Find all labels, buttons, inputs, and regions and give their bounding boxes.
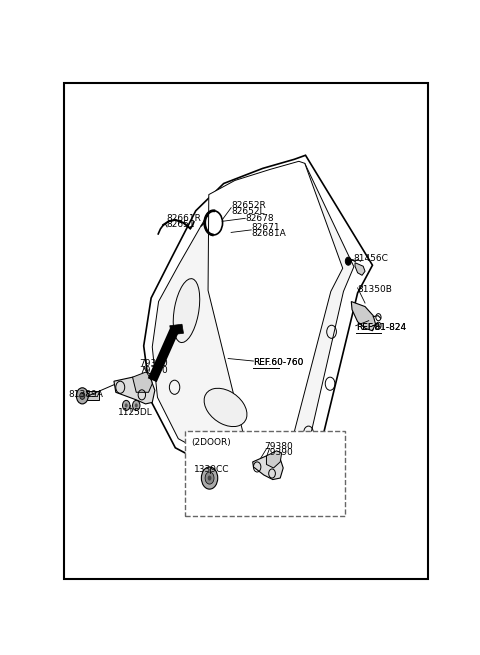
Text: 82652L: 82652L — [231, 207, 264, 216]
Circle shape — [122, 400, 130, 411]
Polygon shape — [208, 161, 343, 457]
Polygon shape — [351, 301, 375, 331]
Polygon shape — [170, 324, 183, 335]
Text: REF.81-824: REF.81-824 — [356, 323, 406, 331]
Text: 82671: 82671 — [252, 223, 280, 233]
Text: 81389A: 81389A — [68, 390, 103, 399]
Text: 82678: 82678 — [245, 214, 274, 223]
Text: 81350B: 81350B — [358, 285, 393, 294]
Circle shape — [208, 476, 211, 481]
Polygon shape — [252, 456, 283, 479]
Polygon shape — [266, 451, 282, 468]
Circle shape — [345, 257, 351, 265]
Bar — [185, 431, 345, 516]
Text: 79390: 79390 — [264, 448, 293, 457]
Text: REF.81-824: REF.81-824 — [356, 323, 406, 331]
Text: 79380: 79380 — [139, 359, 168, 368]
Text: 82681A: 82681A — [252, 229, 287, 238]
Text: REF.60-760: REF.60-760 — [253, 358, 304, 367]
Polygon shape — [144, 155, 372, 473]
Text: 81456C: 81456C — [353, 254, 388, 263]
Ellipse shape — [204, 388, 247, 426]
Bar — [85, 391, 99, 400]
Polygon shape — [355, 263, 365, 275]
Circle shape — [80, 392, 85, 400]
Polygon shape — [132, 372, 152, 392]
Circle shape — [205, 472, 214, 484]
Text: 82651: 82651 — [166, 220, 195, 229]
Text: (2DOOR): (2DOOR) — [191, 438, 231, 447]
Text: 82652R: 82652R — [231, 201, 266, 210]
Polygon shape — [152, 163, 354, 460]
Ellipse shape — [173, 278, 200, 343]
Circle shape — [125, 403, 128, 407]
Text: 82661R: 82661R — [166, 214, 201, 223]
Text: REF.60-760: REF.60-760 — [253, 358, 304, 367]
Text: 1125DL: 1125DL — [118, 409, 153, 417]
Circle shape — [132, 400, 140, 411]
Circle shape — [76, 388, 88, 404]
Circle shape — [202, 467, 218, 489]
Polygon shape — [114, 377, 155, 404]
Text: 1339CC: 1339CC — [194, 466, 229, 474]
Circle shape — [135, 403, 138, 407]
Text: 79380: 79380 — [264, 442, 293, 451]
Text: 79390: 79390 — [139, 365, 168, 375]
